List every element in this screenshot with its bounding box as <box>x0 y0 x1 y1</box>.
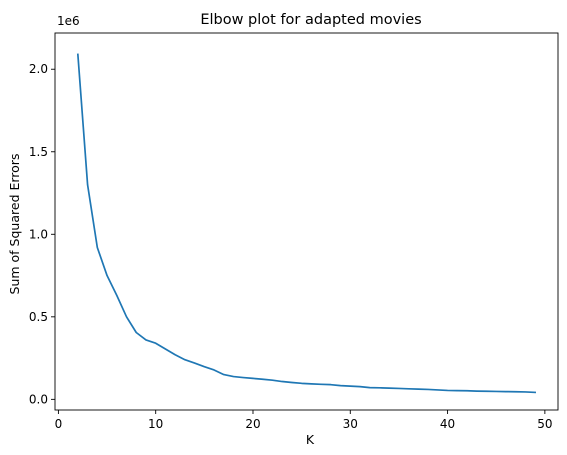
x-axis: 0 10 20 30 40 50 <box>55 410 553 431</box>
y-tick-label: 2.0 <box>29 62 48 76</box>
plot-frame <box>54 32 559 411</box>
y-axis: 0.0 0.5 1.0 1.5 2.0 <box>29 62 55 406</box>
y-offset-label: 1e6 <box>57 14 80 28</box>
x-axis-label: K <box>306 432 315 447</box>
x-tick-label: 10 <box>148 417 163 431</box>
x-tick-label: 0 <box>55 417 63 431</box>
x-tick-label: 20 <box>245 417 260 431</box>
y-axis-label: Sum of Squared Errors <box>7 154 22 295</box>
plot-area <box>55 33 558 410</box>
sse-line <box>76 53 537 394</box>
y-tick-label: 1.0 <box>29 227 48 241</box>
y-tick-label: 1.5 <box>29 145 48 159</box>
x-tick-label: 30 <box>343 417 358 431</box>
y-tick-label: 0.5 <box>29 310 48 324</box>
x-tick-label: 40 <box>440 417 455 431</box>
chart-title: Elbow plot for adapted movies <box>200 12 421 28</box>
x-tick-label: 50 <box>537 417 552 431</box>
y-tick-label: 0.0 <box>29 392 48 406</box>
